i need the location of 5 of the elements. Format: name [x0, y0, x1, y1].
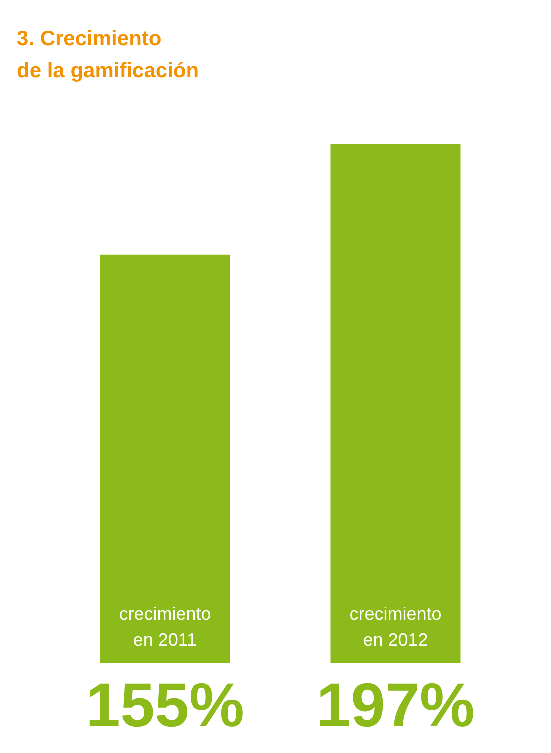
chart-title: 3. Crecimiento de la gamificación [17, 28, 200, 82]
x-tick-label: crecimiento en 2011 [119, 604, 212, 650]
data-label: 197% [316, 672, 476, 740]
x-tick-label: crecimiento en 2012 [350, 604, 442, 650]
data-label: 155% [86, 672, 245, 740]
